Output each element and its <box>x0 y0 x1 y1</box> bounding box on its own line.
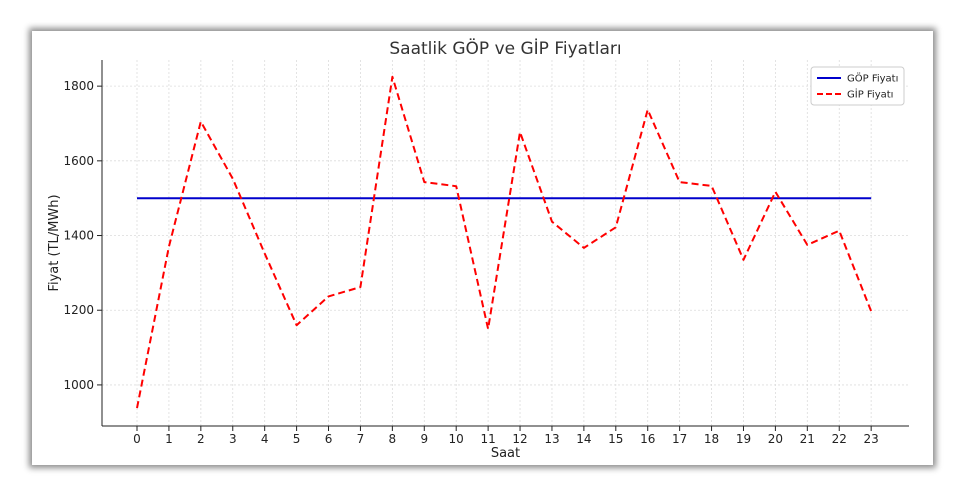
x-tick-label: 0 <box>133 432 141 446</box>
x-tick-label: 3 <box>229 432 237 446</box>
legend-box <box>810 66 905 106</box>
x-tick-label: 1 <box>165 432 173 446</box>
series-line-gip <box>136 75 873 409</box>
x-tick-label: 9 <box>420 432 428 446</box>
legend-label: GİP Fiyatı <box>847 88 893 101</box>
x-tick-label: 13 <box>544 432 559 446</box>
x-tick-label: 23 <box>864 432 879 446</box>
x-tick-label: 7 <box>357 432 365 446</box>
chart-title: Saatlik GÖP ve GİP Fiyatları <box>389 37 621 59</box>
x-tick-label: 10 <box>449 432 464 446</box>
x-tick-label: 20 <box>768 432 783 446</box>
x-tick-label: 19 <box>736 432 751 446</box>
x-tick-label: 12 <box>512 432 527 446</box>
x-tick-label: 5 <box>293 432 301 446</box>
x-tick-label: 17 <box>672 432 687 446</box>
x-tick-label: 15 <box>608 432 623 446</box>
line-chart: 0 1 2 3 4 5 6 7 8 9 10 11 12 13 14 15 16 17 18 19 20 21 22 2310… <box>47 37 909 461</box>
x-tick-label: 16 <box>640 432 655 446</box>
y-tick-label: 1000 <box>63 378 94 392</box>
y-tick-label: 1400 <box>63 229 94 243</box>
x-tick-label: 11 <box>480 432 495 446</box>
x-tick-label: 2 <box>197 432 205 446</box>
y-tick-label: 1200 <box>63 303 94 317</box>
x-axis-title: Saat <box>491 446 520 461</box>
x-tick-label: 6 <box>325 432 333 446</box>
y-tick-label: 1800 <box>63 79 94 93</box>
legend-label: GÖP Fiyatı <box>847 72 898 85</box>
y-tick-label: 1600 <box>63 154 94 168</box>
x-tick-label: 8 <box>389 432 397 446</box>
chart-frame: 0 1 2 3 4 5 6 7 8 9 10 11 12 13 14 15 16 17 18 19 20 21 22 23 10… <box>32 31 933 465</box>
y-axis-title: Fiyat (TL/MWh) <box>47 194 62 291</box>
x-tick-label: 4 <box>261 432 269 446</box>
x-tick-label: 21 <box>800 432 815 446</box>
x-tick-label: 18 <box>704 432 719 446</box>
x-tick-label: 22 <box>832 432 847 446</box>
x-tick-label: 14 <box>576 432 591 446</box>
